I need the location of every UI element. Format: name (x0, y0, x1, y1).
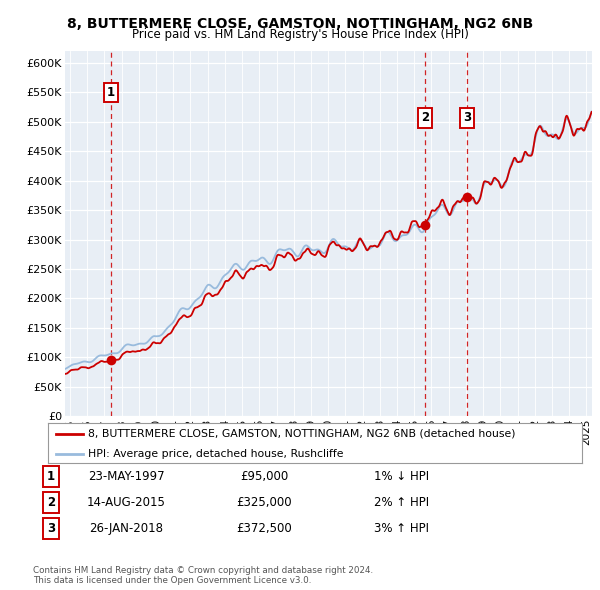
Text: 8, BUTTERMERE CLOSE, GAMSTON, NOTTINGHAM, NG2 6NB: 8, BUTTERMERE CLOSE, GAMSTON, NOTTINGHAM… (67, 17, 533, 31)
Text: 26-JAN-2018: 26-JAN-2018 (89, 522, 163, 535)
Text: 2% ↑ HPI: 2% ↑ HPI (374, 496, 430, 509)
Text: 23-MAY-1997: 23-MAY-1997 (88, 470, 164, 483)
Text: Price paid vs. HM Land Registry's House Price Index (HPI): Price paid vs. HM Land Registry's House … (131, 28, 469, 41)
Text: 2: 2 (421, 112, 429, 124)
Text: 2: 2 (47, 496, 55, 509)
Text: 3: 3 (47, 522, 55, 535)
Text: 8, BUTTERMERE CLOSE, GAMSTON, NOTTINGHAM, NG2 6NB (detached house): 8, BUTTERMERE CLOSE, GAMSTON, NOTTINGHAM… (88, 429, 515, 439)
Text: 1% ↓ HPI: 1% ↓ HPI (374, 470, 430, 483)
Text: 14-AUG-2015: 14-AUG-2015 (86, 496, 166, 509)
Text: 1: 1 (47, 470, 55, 483)
Text: £372,500: £372,500 (236, 522, 292, 535)
Text: 3: 3 (463, 112, 471, 124)
Text: £95,000: £95,000 (240, 470, 288, 483)
Text: 3% ↑ HPI: 3% ↑ HPI (374, 522, 430, 535)
Text: HPI: Average price, detached house, Rushcliffe: HPI: Average price, detached house, Rush… (88, 450, 344, 460)
Text: 1: 1 (107, 86, 115, 99)
Text: £325,000: £325,000 (236, 496, 292, 509)
Text: Contains HM Land Registry data © Crown copyright and database right 2024.
This d: Contains HM Land Registry data © Crown c… (33, 566, 373, 585)
